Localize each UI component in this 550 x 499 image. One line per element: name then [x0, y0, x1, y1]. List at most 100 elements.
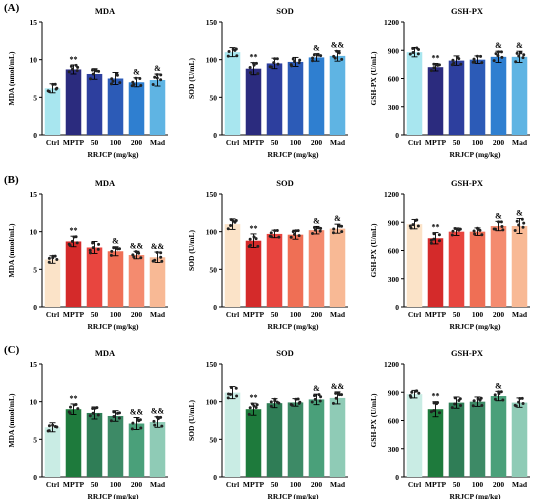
data-point — [248, 237, 252, 241]
x-tick-label: Mad — [512, 480, 528, 489]
data-point — [252, 404, 256, 408]
data-point — [110, 77, 114, 81]
data-point — [475, 54, 479, 58]
bar — [511, 56, 528, 135]
data-point — [517, 54, 521, 58]
x-tick-label: 50 — [91, 480, 99, 489]
bar — [44, 88, 61, 135]
y-tick-label: 5 — [33, 265, 37, 274]
significance-label: & — [154, 64, 161, 73]
data-point — [248, 243, 252, 247]
data-point — [88, 414, 92, 418]
significance-label: & — [516, 41, 523, 50]
data-point — [249, 71, 253, 75]
y-axis-label: SOD (U/mL) — [187, 399, 196, 441]
bar — [149, 80, 166, 135]
data-point — [47, 256, 51, 260]
bar — [266, 403, 283, 477]
bar — [224, 224, 241, 307]
chart-title: GSH-PX — [451, 178, 484, 188]
y-tick-label: 0 — [395, 303, 399, 312]
data-point — [294, 229, 298, 233]
y-tick-label: 100 — [206, 56, 218, 65]
y-tick-label: 5 — [33, 435, 37, 444]
data-point — [435, 63, 439, 67]
data-point — [319, 54, 323, 58]
data-point — [91, 406, 95, 410]
data-point — [313, 394, 317, 398]
chart-title: MDA — [95, 348, 116, 358]
significance-label: & — [516, 208, 523, 217]
data-point — [472, 57, 476, 61]
data-point — [248, 406, 252, 410]
data-point — [311, 59, 315, 63]
data-point — [254, 61, 258, 65]
x-tick-label: Ctrl — [46, 138, 59, 147]
x-tick-label: 50 — [453, 480, 461, 489]
y-axis-label: MDA (nmol/mL) — [7, 393, 16, 447]
bar — [107, 251, 124, 307]
x-tick-label: 100 — [472, 480, 484, 489]
x-tick-label: MPTP — [425, 480, 447, 489]
data-point — [521, 225, 525, 229]
x-tick-label: 50 — [91, 138, 99, 147]
data-point — [132, 255, 136, 259]
data-point — [290, 64, 294, 68]
data-point — [91, 241, 95, 245]
data-point — [159, 415, 163, 419]
data-point — [112, 415, 116, 419]
y-tick-label: 15 — [30, 190, 38, 199]
data-point — [160, 424, 164, 428]
y-tick-label: 50 — [210, 435, 218, 444]
data-point — [436, 401, 440, 405]
data-point — [297, 401, 301, 405]
data-point — [131, 421, 135, 425]
x-tick-label: 200 — [131, 480, 143, 489]
data-point — [296, 229, 300, 233]
data-point — [312, 226, 316, 230]
bar — [427, 67, 444, 135]
data-point — [91, 68, 95, 72]
data-point — [76, 407, 80, 411]
significance-label: ** — [432, 223, 440, 232]
x-tick-label: Ctrl — [226, 310, 239, 319]
data-point — [293, 59, 297, 63]
x-tick-label: 100 — [110, 480, 122, 489]
y-tick-label: 0 — [33, 473, 37, 482]
data-point — [515, 51, 519, 55]
data-point — [437, 411, 441, 415]
data-point — [75, 241, 79, 245]
data-point — [520, 217, 524, 221]
data-point — [473, 232, 477, 236]
data-point — [297, 61, 301, 65]
data-point — [155, 76, 159, 80]
data-point — [455, 227, 459, 231]
data-point — [333, 56, 337, 60]
data-point — [316, 52, 320, 56]
x-axis-label: RRJCP (mg/kg) — [87, 322, 139, 331]
x-tick-label: Ctrl — [46, 480, 59, 489]
data-point — [411, 223, 415, 227]
data-point — [522, 53, 526, 57]
bar — [128, 82, 145, 135]
y-tick-label: 50 — [210, 265, 218, 274]
data-point — [94, 68, 98, 72]
significance-label: ** — [70, 394, 78, 403]
bar — [308, 399, 325, 477]
panel-label-a: (A) — [4, 2, 20, 14]
data-point — [134, 76, 138, 80]
bar — [44, 259, 61, 307]
data-point — [522, 221, 526, 225]
data-point — [46, 89, 50, 93]
data-point — [155, 73, 159, 77]
significance-label: & — [112, 237, 119, 246]
data-point — [117, 416, 121, 420]
data-point — [159, 251, 163, 255]
x-tick-label: 100 — [290, 138, 302, 147]
data-point — [139, 426, 143, 430]
data-point — [432, 237, 436, 241]
y-tick-label: 10 — [30, 398, 38, 407]
significance-label: & — [495, 381, 502, 390]
data-point — [47, 260, 51, 264]
bar — [427, 409, 444, 477]
